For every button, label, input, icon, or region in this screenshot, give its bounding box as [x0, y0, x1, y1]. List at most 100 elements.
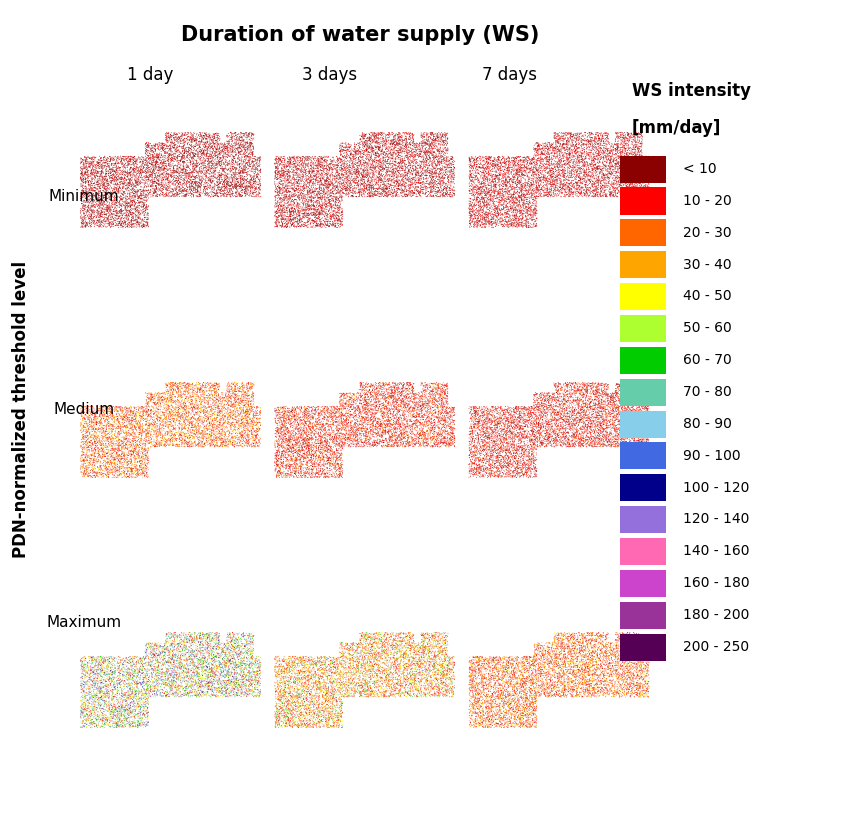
Point	[397, 378, 411, 391]
Point	[220, 175, 234, 188]
Point	[273, 467, 287, 480]
Point	[322, 220, 336, 233]
Point	[591, 391, 605, 405]
Point	[491, 656, 505, 669]
Point	[306, 403, 320, 416]
Point	[232, 649, 246, 662]
Point	[554, 672, 568, 685]
Point	[529, 409, 542, 422]
Point	[327, 663, 340, 676]
Point	[91, 709, 105, 722]
Point	[127, 438, 141, 451]
Point	[479, 195, 493, 208]
Point	[514, 436, 528, 449]
Point	[475, 191, 488, 204]
Point	[548, 403, 561, 416]
Point	[438, 654, 452, 667]
Point	[329, 422, 343, 435]
Point	[508, 428, 522, 441]
Point	[399, 139, 412, 152]
Point	[486, 174, 500, 188]
Point	[595, 190, 608, 203]
Point	[388, 680, 402, 693]
Point	[597, 186, 611, 199]
Point	[148, 387, 162, 400]
Point	[584, 640, 597, 653]
Point	[162, 149, 176, 162]
Point	[164, 140, 177, 153]
Point	[427, 681, 440, 695]
Point	[133, 169, 147, 182]
Point	[535, 640, 548, 654]
Point	[387, 410, 400, 423]
Point	[225, 421, 238, 434]
Point	[219, 676, 233, 690]
Point	[572, 142, 586, 155]
Point	[403, 402, 417, 415]
Point	[103, 704, 117, 717]
Point	[594, 148, 608, 161]
Point	[491, 206, 505, 219]
Point	[134, 720, 147, 733]
Point	[85, 654, 99, 667]
Point	[353, 669, 367, 682]
Point	[627, 129, 641, 143]
Point	[228, 634, 242, 647]
Point	[216, 414, 230, 427]
Point	[177, 133, 190, 147]
Point	[286, 434, 300, 447]
Point	[279, 703, 293, 716]
Point	[90, 418, 104, 431]
Point	[355, 676, 369, 690]
Point	[84, 400, 98, 414]
Point	[498, 404, 512, 417]
Point	[82, 717, 96, 730]
Point	[287, 444, 301, 457]
Point	[544, 413, 558, 426]
Point	[300, 686, 314, 699]
Point	[432, 379, 446, 392]
Point	[603, 146, 617, 159]
Point	[584, 674, 597, 687]
Point	[153, 434, 167, 447]
Point	[591, 401, 605, 414]
Point	[412, 394, 426, 407]
Point	[443, 654, 457, 667]
Point	[237, 642, 250, 655]
Point	[240, 636, 254, 649]
Point	[148, 668, 162, 681]
Point	[102, 419, 116, 432]
Point	[488, 165, 502, 179]
Point	[357, 130, 370, 143]
Point	[205, 644, 219, 657]
Point	[471, 664, 485, 677]
Point	[552, 640, 566, 654]
Point	[85, 675, 99, 688]
Point	[154, 414, 168, 428]
Point	[304, 687, 318, 700]
Point	[378, 663, 392, 676]
Point	[243, 418, 257, 431]
Point	[81, 170, 95, 183]
Point	[100, 188, 114, 201]
Point	[176, 672, 189, 685]
Point	[287, 696, 301, 709]
Point	[387, 135, 401, 148]
Point	[293, 403, 307, 416]
Point	[595, 630, 608, 643]
Point	[571, 642, 584, 655]
Point	[369, 401, 382, 414]
Point	[77, 169, 91, 182]
Point	[211, 401, 225, 414]
Point	[493, 150, 506, 163]
Point	[139, 405, 153, 419]
Point	[434, 663, 447, 676]
Point	[543, 439, 557, 452]
Point	[129, 196, 142, 209]
Point	[364, 632, 378, 645]
Point	[542, 414, 555, 428]
Point	[585, 170, 599, 183]
Point	[105, 210, 119, 223]
Point	[427, 189, 440, 202]
Point	[300, 175, 314, 188]
